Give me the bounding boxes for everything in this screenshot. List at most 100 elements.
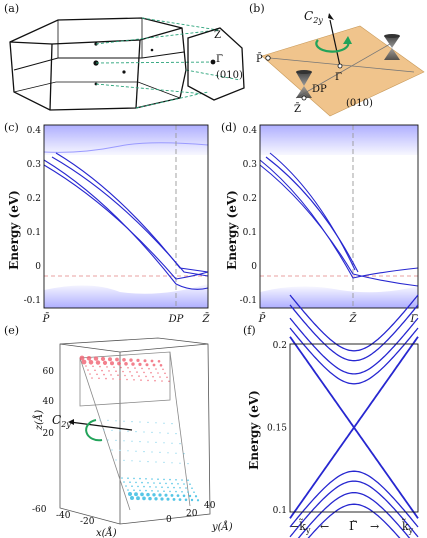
red-site (98, 377, 100, 380)
panel-c-label: (c) (4, 121, 19, 134)
e-zlabel: z(Å) (33, 410, 45, 431)
panel-e-label: (e) (4, 324, 19, 337)
red-site (140, 379, 142, 381)
panel-d: (d) Energy (eV) 0.4 0.3 0.2 0.1 0 -0.1 P̄ Z̄ Γ̄ (221, 121, 419, 325)
cyan-site (148, 496, 152, 501)
panel-d-label: (d) (221, 121, 237, 134)
panel-a-label: (a) (4, 2, 19, 15)
f-arrow-right: → (370, 520, 379, 533)
cyan-site (166, 497, 170, 501)
x-tick-label: Z̄ (202, 313, 211, 325)
band-line (289, 294, 419, 352)
cyan-site (183, 483, 185, 485)
surface-bz (187, 27, 245, 101)
cyan-site (125, 485, 127, 487)
brillouin-zone (9, 17, 187, 111)
red-site (108, 357, 112, 362)
red-site (115, 357, 119, 362)
cyan-site (163, 490, 165, 493)
red-site (148, 367, 150, 370)
cyan-site (155, 486, 157, 488)
x-tick-label: -60 (32, 505, 47, 515)
b-c2y-label: C2y (304, 9, 323, 25)
e-box (59, 337, 211, 525)
red-site (126, 378, 128, 381)
red-site (159, 376, 161, 378)
e-xlabel: x(Å) (96, 527, 117, 538)
y-tick-label: -0.1 (24, 296, 41, 306)
red-site (101, 369, 103, 372)
red-site (87, 369, 89, 371)
cyan-site (160, 497, 164, 501)
a-gammabar-label: Γ̄ (216, 54, 223, 65)
c-bulk-bottom (44, 284, 208, 308)
y-tick-label: 0.3 (243, 160, 258, 170)
e-ylabel: y(Å) (211, 521, 233, 533)
e-cyan-sites (99, 419, 200, 502)
d-plot-bg (260, 125, 418, 308)
red-site (113, 366, 115, 369)
x-tick-label: DP (168, 314, 184, 325)
cyan-site (133, 489, 135, 492)
faint-site (163, 461, 165, 463)
cyan-site (184, 498, 188, 502)
red-site (106, 366, 108, 368)
cyan-site (143, 485, 145, 488)
cyan-site (154, 497, 158, 501)
panel-f: (f) Energy (eV) 0.2 0.15 0.1 −k̃y ← Γ̃ → k… (243, 294, 419, 538)
red-site (152, 375, 154, 378)
cyan-site (173, 486, 175, 489)
red-site (129, 358, 133, 362)
dirac-cone-left (296, 70, 312, 98)
cyan-site (127, 489, 129, 491)
cyan-site (131, 485, 133, 488)
a-zbar-label: Z̄ (214, 29, 221, 41)
panel-b-label: (b) (249, 2, 265, 15)
cyan-site (152, 493, 156, 497)
panel-b: (b) C2y P̄ Γ̄ Z̄ DP (010) (249, 2, 425, 117)
cyan-site (175, 479, 177, 481)
y-tick-label: 0.4 (27, 126, 42, 136)
red-site (164, 372, 166, 375)
red-site (166, 376, 168, 379)
faint-site (123, 459, 125, 461)
x-tick-label: P̄ (258, 313, 266, 325)
x-tick-label: -40 (56, 511, 71, 521)
e-rotation-arrow (85, 419, 103, 442)
band-line (289, 317, 419, 375)
faint-site (119, 449, 121, 451)
cyan-site (145, 478, 147, 480)
cyan-site (169, 478, 171, 481)
red-site (122, 370, 124, 373)
faint-site (167, 432, 169, 434)
f-xlabel-mid: Γ̃ (349, 519, 357, 533)
red-site (115, 370, 117, 373)
cyan-site (142, 496, 146, 501)
cyan-site (149, 486, 151, 488)
f-ylabel: Energy (eV) (247, 390, 261, 470)
c2y-arrowhead (328, 13, 334, 20)
faint-site (171, 423, 173, 425)
b-dp-label: DP (312, 84, 327, 95)
faint-site (131, 460, 133, 462)
faint-site (143, 431, 145, 433)
red-site (145, 363, 149, 367)
red-site (117, 374, 119, 377)
cyan-site (130, 496, 134, 500)
cyan-site (147, 482, 149, 484)
c2y-axis (329, 19, 341, 67)
red-site (96, 373, 98, 376)
faint-site (103, 429, 105, 431)
cyan-site (128, 492, 132, 496)
cyan-site (176, 494, 180, 497)
red-site (94, 369, 96, 372)
faint-site (139, 460, 141, 462)
y-tick-label: 40 (204, 501, 216, 511)
band-line (289, 304, 419, 362)
red-site (133, 379, 135, 381)
red-site (162, 368, 164, 371)
red-site (131, 362, 135, 366)
cyan-site (123, 481, 125, 483)
faint-site (143, 451, 145, 453)
faint-site (151, 431, 153, 433)
